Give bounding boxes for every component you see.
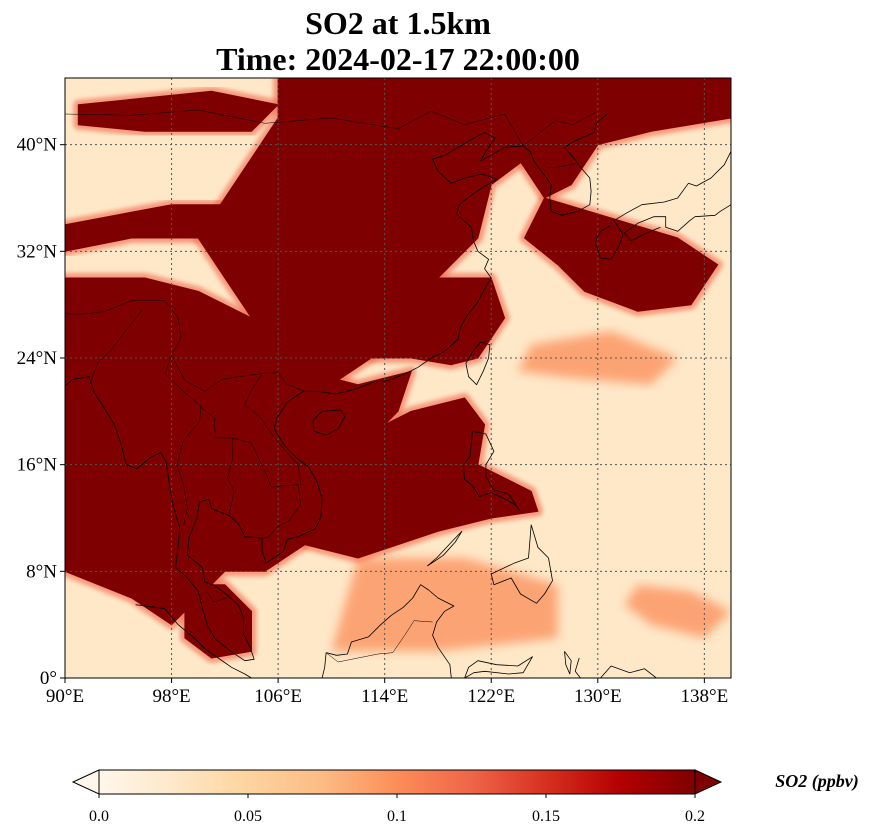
- lon-tick-label: 122°E: [467, 686, 515, 707]
- map-title-line-1: SO2 at 1.5km: [305, 5, 491, 41]
- border-segment: [523, 112, 596, 147]
- border-segment: [325, 620, 433, 663]
- coastline-segment: [326, 584, 455, 678]
- coastline-segment: [522, 113, 608, 216]
- border-segment: [227, 438, 235, 516]
- lat-tick-label: 8°N: [26, 561, 57, 582]
- so2-high-layer: [65, 78, 731, 663]
- lat-tick-label: 40°N: [17, 135, 58, 156]
- colorbar-tick-label: 0.15: [532, 808, 560, 825]
- lat-tick-label: 24°N: [17, 348, 58, 369]
- lat-tick-label: 16°N: [17, 455, 58, 476]
- coastline-segment: [312, 409, 346, 436]
- lon-tick-label: 106°E: [254, 686, 302, 707]
- coastline-segment: [318, 132, 524, 395]
- colorbar-ticks: 0.0 0.05 0.1 0.15 0.2: [89, 794, 705, 825]
- coastline-segment: [464, 656, 533, 678]
- lon-tick-label: 114°E: [361, 686, 408, 707]
- lon-tick-label: 90°E: [46, 686, 84, 707]
- colorbar-tick-label: 0.1: [387, 808, 407, 825]
- colorbar-tick-label: 0.05: [234, 808, 262, 825]
- colorbar-gradient: [99, 770, 695, 794]
- coastline-segment: [427, 530, 463, 567]
- lat-lon-gridlines: [65, 78, 731, 678]
- border-segment: [65, 300, 305, 392]
- coastline-segment: [65, 376, 323, 662]
- border-segment: [90, 309, 143, 383]
- colorbar-tick-label: 0.0: [89, 808, 109, 825]
- coastline-segment: [564, 651, 572, 675]
- colorbar-title: SO2 (ppbv): [775, 771, 859, 792]
- coastline-segment: [321, 652, 327, 678]
- border-segment: [199, 405, 302, 540]
- so2-region-northwest-band: [77, 90, 279, 132]
- so2-region-maritime-se-asia: [331, 558, 558, 652]
- map-title-line-2: Time: 2024-02-17 22:00:00: [216, 41, 580, 77]
- coastline-segment: [462, 430, 520, 511]
- border-segment: [331, 111, 524, 147]
- border-segment: [205, 591, 227, 603]
- border-segment: [65, 109, 332, 124]
- coastlines: [65, 78, 731, 678]
- lon-tick-label: 98°E: [152, 686, 190, 707]
- lat-tick-label: 0°: [40, 668, 57, 689]
- colorbar-extend-low: [71, 769, 100, 795]
- longitude-ticks: 90°E 98°E 106°E 114°E 122°E 130°E 138°E: [46, 678, 728, 707]
- coastline-segment: [135, 604, 252, 678]
- colorbar: 0.0 0.05 0.1 0.15 0.2 SO2 (ppbv): [71, 769, 859, 825]
- country-borders: [65, 109, 596, 663]
- map-area[interactable]: [65, 78, 731, 678]
- coastline-segment: [600, 665, 657, 678]
- coastline-segment: [465, 341, 491, 386]
- lat-tick-label: 32°N: [17, 241, 58, 262]
- coastline-segment: [574, 657, 581, 678]
- border-segment: [545, 163, 577, 168]
- colorbar-extend-high: [694, 769, 723, 795]
- map-frame: [64, 77, 732, 679]
- border-segment: [244, 373, 302, 485]
- coastline-segment: [594, 78, 731, 260]
- colorbar-tick-label: 0.2: [685, 808, 705, 825]
- latitude-ticks: 0° 8°N 16°N 24°N 32°N 40°N: [17, 135, 65, 689]
- lon-tick-label: 138°E: [681, 686, 729, 707]
- coastline-segment: [624, 204, 731, 242]
- coastline-segment: [490, 524, 553, 604]
- so2-region-south-china-sea-plume: [304, 397, 539, 559]
- so2-region-east-china-coast: [370, 277, 506, 366]
- lon-tick-label: 130°E: [574, 686, 622, 707]
- border-segment: [164, 355, 202, 527]
